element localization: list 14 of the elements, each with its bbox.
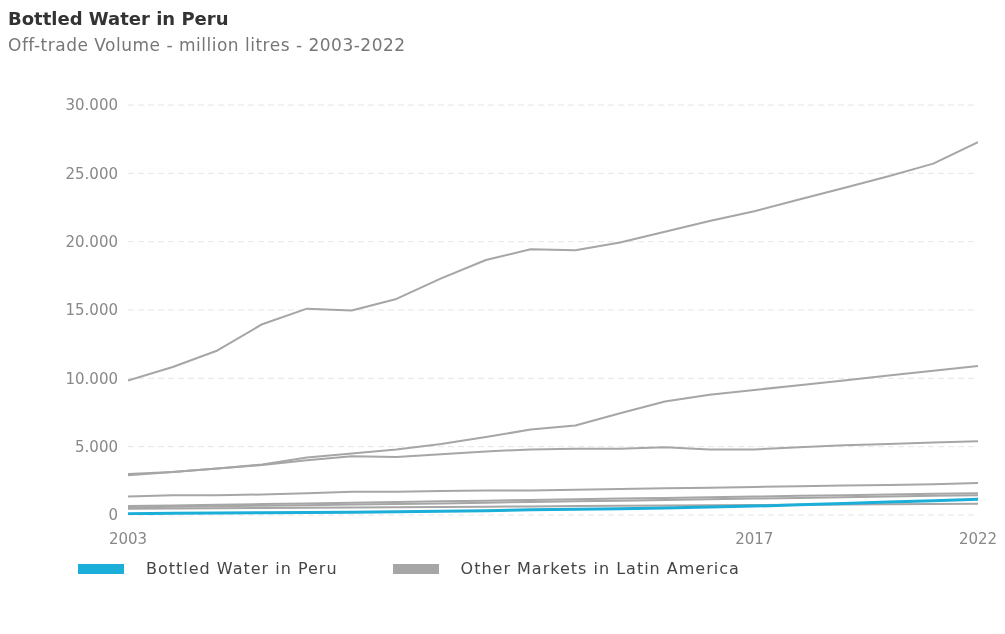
y-tick-label: 10.000 xyxy=(65,369,118,388)
chart-title: Bottled Water in Peru xyxy=(8,8,230,29)
y-tick-label: 5.000 xyxy=(75,437,118,456)
chart-subtitle: Off-trade Volume - million litres - 2003-2022 xyxy=(8,35,407,55)
y-tick-label: 30.000 xyxy=(65,96,118,115)
x-tick-label: 2003 xyxy=(108,529,148,548)
y-tick-label: 20.000 xyxy=(65,232,118,251)
x-tick-label: 2017 xyxy=(735,529,774,548)
y-tick-label: 25.000 xyxy=(65,164,118,183)
y-tick-label: 15.000 xyxy=(65,301,118,320)
legend-label: Bottled Water in Peru xyxy=(146,559,338,578)
x-tick-label: 2022 xyxy=(958,529,998,548)
legend-label: Other Markets in Latin America xyxy=(460,559,740,578)
y-tick-label: 0 xyxy=(108,506,118,525)
